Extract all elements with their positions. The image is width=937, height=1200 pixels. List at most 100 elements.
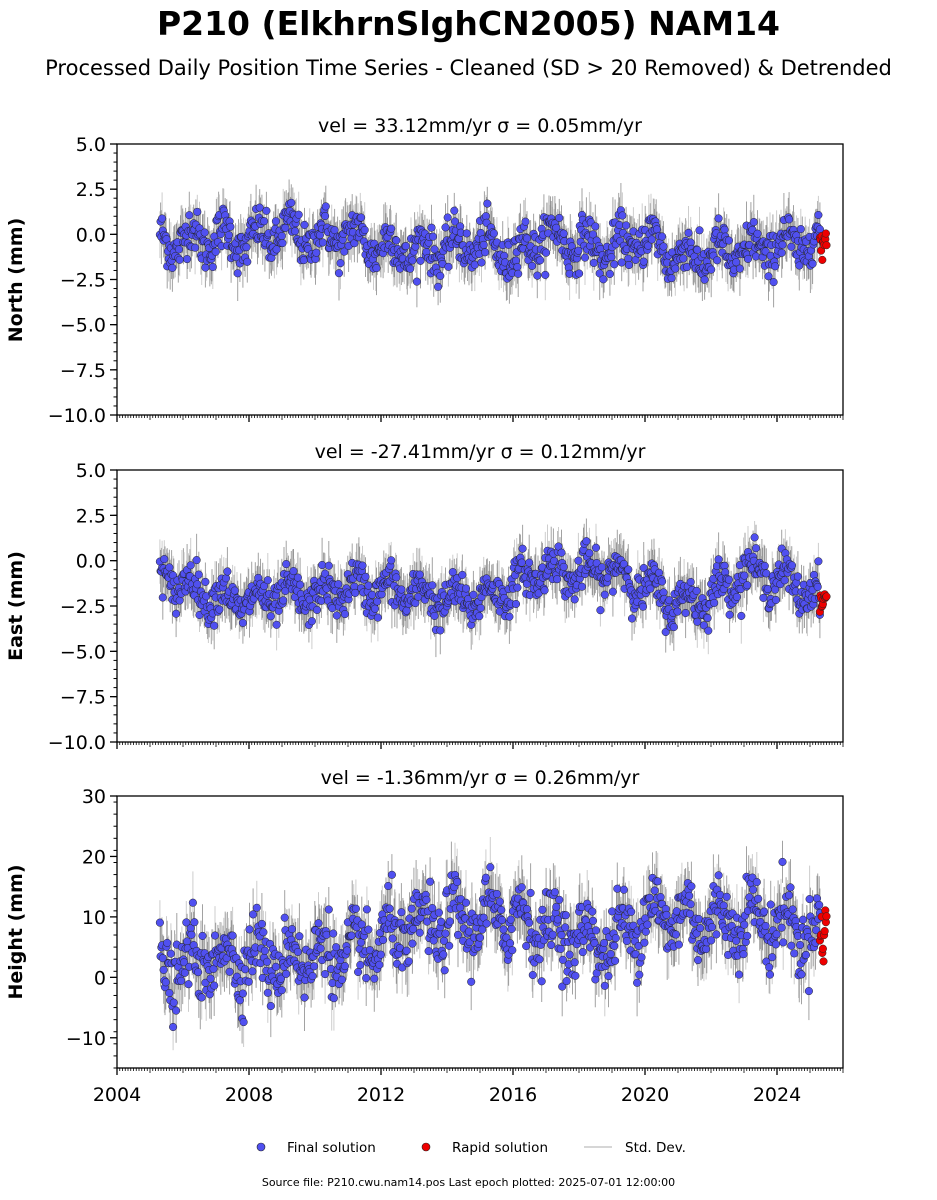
east-final-point xyxy=(559,562,568,571)
north-final-point xyxy=(336,259,345,268)
north-final-point xyxy=(277,231,286,241)
north-final-point xyxy=(814,210,823,220)
height-panel-title: vel = -1.36mm/yr σ = 0.26mm/yr xyxy=(321,767,640,789)
north-final-point xyxy=(479,240,488,249)
east-final-point xyxy=(737,611,746,620)
north-rapid-point xyxy=(818,255,827,264)
north-final-point xyxy=(224,231,233,240)
east-final-point xyxy=(296,580,305,589)
north-final-point xyxy=(533,271,542,280)
north-ytick-label: 2.5 xyxy=(76,179,106,201)
north-final-point xyxy=(260,217,269,226)
north-final-point xyxy=(777,248,786,257)
east-final-point xyxy=(627,614,637,623)
east-final-point xyxy=(553,575,562,584)
north-final-point xyxy=(208,262,217,272)
north-final-point xyxy=(808,259,817,268)
east-final-point xyxy=(289,567,298,576)
east-final-point xyxy=(210,621,219,630)
north-final-point xyxy=(360,225,369,235)
east-final-point xyxy=(282,560,291,569)
north-final-point xyxy=(427,223,436,232)
north-final-point xyxy=(559,229,568,238)
east-final-point xyxy=(332,611,341,620)
east-final-point xyxy=(597,563,606,572)
east-final-point xyxy=(158,593,167,602)
north-final-point xyxy=(321,211,330,221)
north-final-point xyxy=(183,255,192,264)
east-final-point xyxy=(192,556,201,565)
north-final-point xyxy=(610,260,619,269)
east-final-point xyxy=(373,613,382,622)
north-final-point xyxy=(659,242,668,251)
north-ytick-label: −2.5 xyxy=(60,270,106,292)
east-final-point xyxy=(577,582,587,591)
north-final-point xyxy=(522,234,532,243)
north-final-point xyxy=(743,254,753,263)
east-final-point xyxy=(436,626,445,635)
north-final-point xyxy=(387,224,396,233)
north-final-point xyxy=(771,262,780,271)
east-final-point xyxy=(307,617,316,626)
east-final-point xyxy=(461,584,471,593)
north-final-point xyxy=(372,264,381,273)
north-final-point xyxy=(334,269,344,278)
figure-subtitle: Processed Daily Position Time Series - C… xyxy=(45,56,892,80)
north-final-point xyxy=(278,239,287,248)
east-final-point xyxy=(186,561,195,570)
east-final-point xyxy=(658,577,667,586)
north-final-point xyxy=(281,223,290,232)
north-final-point xyxy=(434,282,443,291)
east-final-point xyxy=(272,620,281,629)
north-final-point xyxy=(589,258,598,267)
east-final-point xyxy=(809,570,819,579)
east-final-point xyxy=(387,556,396,565)
north-rapid-point xyxy=(822,241,831,250)
north-final-point xyxy=(541,270,550,279)
north-final-point xyxy=(168,263,177,272)
north-final-point xyxy=(528,261,537,270)
east-final-point xyxy=(511,599,521,609)
east-final-point xyxy=(318,560,327,570)
east-final-point xyxy=(557,548,566,557)
east-final-point xyxy=(540,586,549,595)
north-final-point xyxy=(749,218,758,227)
east-final-point xyxy=(787,561,797,570)
east-final-point xyxy=(714,555,723,564)
north-final-point xyxy=(321,202,330,211)
north-final-point xyxy=(607,253,616,262)
east-final-point xyxy=(704,626,713,635)
east-final-point xyxy=(624,565,633,574)
north-final-point xyxy=(191,243,200,252)
east-final-point xyxy=(813,582,822,591)
north-final-point xyxy=(695,226,704,235)
north-panel-title: vel = 33.12mm/yr σ = 0.05mm/yr xyxy=(318,115,642,137)
east-final-point xyxy=(582,537,591,546)
east-final-point xyxy=(279,596,288,605)
north-final-point xyxy=(226,222,235,231)
north-final-point xyxy=(450,206,459,215)
east-final-point xyxy=(194,570,203,579)
north-final-point xyxy=(174,245,184,254)
north-final-point xyxy=(514,269,523,278)
north-final-point xyxy=(787,242,796,251)
east-final-point xyxy=(215,605,224,614)
north-final-point xyxy=(318,238,327,247)
north-rapid-point xyxy=(821,229,830,238)
north-final-point xyxy=(401,242,410,251)
north-final-point xyxy=(574,246,583,255)
figure-title: P210 (ElkhrnSlghCN2005) NAM14 xyxy=(156,4,781,43)
north-final-point xyxy=(483,199,492,208)
north-final-point xyxy=(618,211,627,220)
north-final-point xyxy=(441,223,450,232)
north-final-point xyxy=(617,258,626,267)
east-final-point xyxy=(505,612,514,621)
north-final-point xyxy=(599,275,608,284)
east-final-point xyxy=(600,590,609,599)
north-final-point xyxy=(430,245,439,254)
east-final-point xyxy=(263,576,272,585)
east-final-point xyxy=(570,595,579,604)
east-final-point xyxy=(525,558,534,567)
north-final-point xyxy=(287,198,296,207)
